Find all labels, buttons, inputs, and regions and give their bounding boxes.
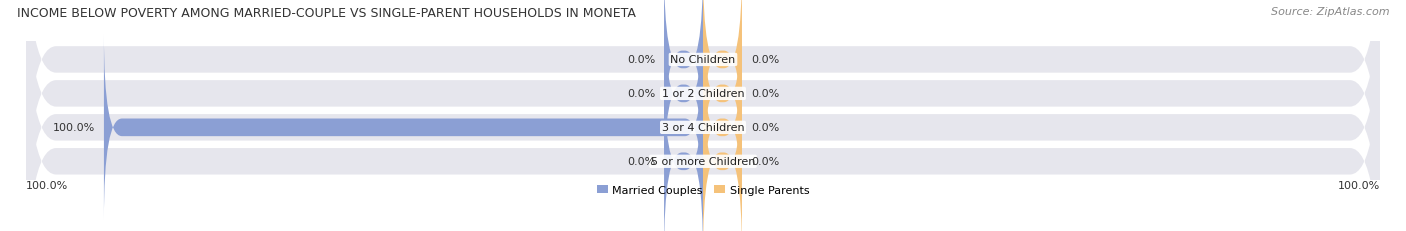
Text: 0.0%: 0.0% xyxy=(751,55,779,65)
Text: 100.0%: 100.0% xyxy=(1337,180,1379,190)
Text: 0.0%: 0.0% xyxy=(627,157,655,167)
Text: 5 or more Children: 5 or more Children xyxy=(651,157,755,167)
FancyBboxPatch shape xyxy=(664,69,703,231)
FancyBboxPatch shape xyxy=(703,1,742,187)
FancyBboxPatch shape xyxy=(703,69,742,231)
Text: 100.0%: 100.0% xyxy=(27,180,69,190)
Legend: Married Couples, Single Parents: Married Couples, Single Parents xyxy=(592,181,814,200)
Text: 1 or 2 Children: 1 or 2 Children xyxy=(662,89,744,99)
Text: 100.0%: 100.0% xyxy=(52,123,96,133)
FancyBboxPatch shape xyxy=(27,6,1379,231)
Text: 0.0%: 0.0% xyxy=(627,55,655,65)
Text: INCOME BELOW POVERTY AMONG MARRIED-COUPLE VS SINGLE-PARENT HOUSEHOLDS IN MONETA: INCOME BELOW POVERTY AMONG MARRIED-COUPL… xyxy=(17,7,636,20)
FancyBboxPatch shape xyxy=(664,1,703,187)
Text: 0.0%: 0.0% xyxy=(627,89,655,99)
FancyBboxPatch shape xyxy=(27,0,1379,216)
Text: No Children: No Children xyxy=(671,55,735,65)
FancyBboxPatch shape xyxy=(664,0,703,153)
FancyBboxPatch shape xyxy=(27,0,1379,231)
Text: 0.0%: 0.0% xyxy=(751,157,779,167)
FancyBboxPatch shape xyxy=(703,0,742,153)
FancyBboxPatch shape xyxy=(27,0,1379,231)
Text: 3 or 4 Children: 3 or 4 Children xyxy=(662,123,744,133)
FancyBboxPatch shape xyxy=(703,35,742,220)
FancyBboxPatch shape xyxy=(104,35,703,220)
Text: Source: ZipAtlas.com: Source: ZipAtlas.com xyxy=(1271,7,1389,17)
Text: 0.0%: 0.0% xyxy=(751,123,779,133)
Text: 0.0%: 0.0% xyxy=(751,89,779,99)
